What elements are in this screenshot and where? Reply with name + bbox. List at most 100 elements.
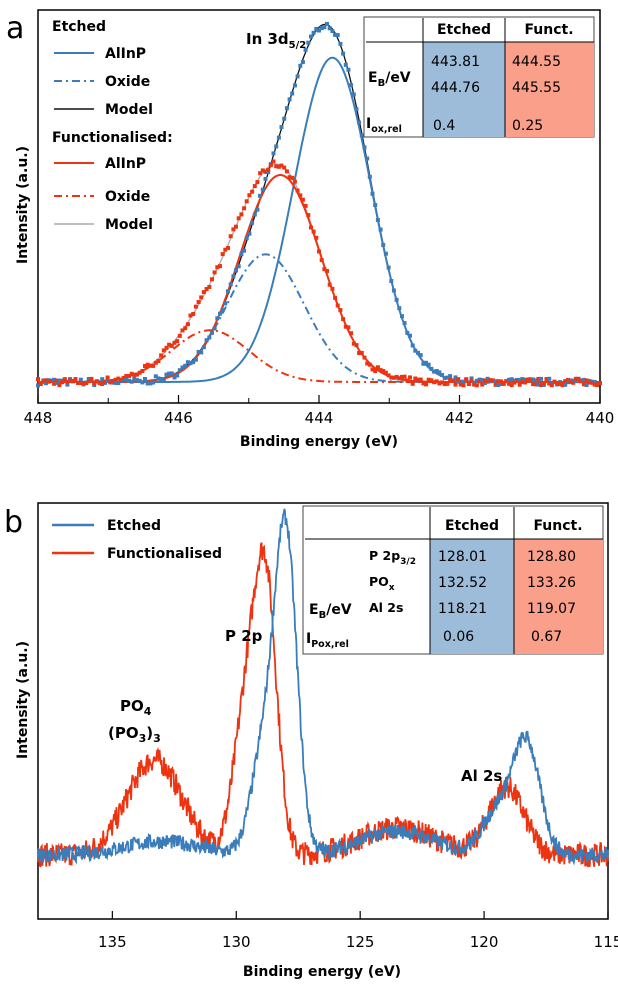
table-b-row-pox: POx bbox=[369, 574, 395, 593]
point-a-etched bbox=[397, 306, 402, 311]
point-a-funct bbox=[499, 379, 503, 384]
point-a-funct bbox=[464, 377, 469, 382]
curve-a-etched-oxide bbox=[38, 253, 600, 383]
point-a-etched bbox=[499, 381, 503, 386]
point-a-etched bbox=[319, 26, 324, 31]
x-tick-label-b-1: 130 bbox=[222, 933, 251, 951]
point-a-funct bbox=[426, 377, 431, 382]
point-a-funct bbox=[177, 333, 182, 338]
point-a-funct bbox=[370, 367, 375, 372]
point-a-etched bbox=[330, 29, 335, 34]
point-a-etched bbox=[338, 41, 343, 46]
point-a-funct bbox=[432, 380, 437, 385]
point-a-etched bbox=[180, 365, 185, 370]
annotation-po4-sub: 4 bbox=[144, 705, 152, 718]
table-b-row-ipox-main: I bbox=[306, 631, 311, 647]
point-a-etched bbox=[292, 83, 297, 88]
table-b-left-eb-sub: B bbox=[319, 610, 327, 621]
point-a-funct bbox=[228, 234, 233, 239]
table-b-row-ipox: IPox,rel bbox=[306, 631, 349, 650]
point-a-funct bbox=[496, 379, 501, 384]
point-a-funct bbox=[429, 378, 434, 383]
curve-a-funct-alinp bbox=[38, 174, 600, 383]
point-a-etched bbox=[212, 326, 217, 331]
x-tick-label-b-0: 135 bbox=[98, 933, 127, 951]
point-a-etched bbox=[54, 380, 59, 385]
panel-letter-b: b bbox=[4, 505, 23, 540]
point-a-funct bbox=[282, 165, 287, 170]
point-a-funct bbox=[135, 372, 139, 377]
point-a-funct bbox=[284, 169, 289, 174]
point-a-funct bbox=[581, 382, 586, 387]
table-b-funct-eb-1: 128.80 bbox=[527, 549, 576, 565]
legend-a-etched-alinp: AlInP bbox=[105, 46, 146, 62]
point-a-funct bbox=[199, 295, 204, 300]
point-a-funct bbox=[458, 382, 463, 387]
point-a-etched bbox=[145, 381, 150, 386]
point-a-funct bbox=[175, 339, 180, 344]
point-a-funct bbox=[338, 308, 343, 313]
point-a-etched bbox=[188, 361, 193, 366]
point-a-etched bbox=[247, 231, 252, 236]
point-a-funct bbox=[448, 377, 453, 382]
table-b-etched-ipox: 0.06 bbox=[443, 629, 474, 645]
point-a-etched bbox=[571, 378, 576, 383]
point-a-funct bbox=[335, 303, 340, 308]
point-a-etched bbox=[204, 338, 209, 343]
point-a-funct bbox=[212, 270, 217, 275]
point-a-funct bbox=[309, 225, 313, 230]
point-a-etched bbox=[437, 370, 442, 375]
point-a-funct bbox=[129, 371, 134, 376]
point-a-funct bbox=[38, 382, 43, 386]
point-a-funct bbox=[84, 381, 89, 386]
point-a-etched bbox=[480, 378, 485, 383]
point-a-etched bbox=[161, 378, 166, 383]
point-a-funct bbox=[555, 381, 560, 386]
point-a-funct bbox=[57, 383, 62, 388]
point-a-etched bbox=[394, 297, 399, 302]
point-a-etched bbox=[185, 360, 190, 365]
point-a-funct bbox=[153, 360, 158, 365]
point-a-etched bbox=[523, 377, 528, 382]
point-a-etched bbox=[164, 372, 169, 377]
point-a-funct bbox=[359, 350, 364, 355]
point-a-funct bbox=[317, 249, 321, 254]
point-a-etched bbox=[44, 381, 48, 386]
point-a-etched bbox=[482, 381, 487, 385]
table-a-etched-iox: 0.4 bbox=[433, 118, 455, 134]
point-a-etched bbox=[156, 376, 161, 381]
table-a-row-iox-sub: ox,rel bbox=[371, 124, 402, 135]
point-a-etched bbox=[418, 353, 423, 358]
point-a-etched bbox=[228, 282, 233, 287]
point-a-funct bbox=[424, 382, 428, 387]
point-a-funct bbox=[472, 382, 477, 387]
point-a-etched bbox=[276, 135, 281, 140]
point-a-etched bbox=[193, 357, 198, 362]
point-a-etched bbox=[496, 383, 501, 388]
legend-b-funct: Functionalised bbox=[107, 546, 222, 562]
peak-label-in3d-main: In 3d bbox=[246, 30, 289, 48]
point-a-funct bbox=[389, 375, 394, 380]
point-a-etched bbox=[303, 47, 308, 52]
point-a-funct bbox=[549, 383, 554, 388]
point-a-funct bbox=[474, 383, 479, 388]
y-axis-title-b: Intensity (a.u.) bbox=[15, 641, 31, 759]
point-a-funct bbox=[383, 370, 388, 375]
point-a-etched bbox=[317, 28, 321, 33]
point-a-etched bbox=[300, 60, 305, 65]
point-a-funct bbox=[343, 324, 348, 329]
point-a-funct bbox=[576, 376, 581, 381]
point-a-etched bbox=[295, 74, 300, 79]
annotation-po3-sub2: 3 bbox=[153, 732, 161, 745]
point-a-funct bbox=[520, 380, 525, 384]
point-a-etched bbox=[547, 376, 552, 381]
point-a-funct bbox=[193, 304, 198, 309]
point-a-funct bbox=[325, 269, 329, 273]
point-a-etched bbox=[351, 92, 356, 97]
point-a-funct bbox=[450, 378, 455, 383]
panel-letter-a: a bbox=[6, 11, 24, 46]
point-a-funct bbox=[405, 378, 410, 383]
table-a-row-iox-main: I bbox=[366, 116, 371, 132]
point-a-funct bbox=[373, 369, 378, 373]
point-a-funct bbox=[509, 383, 514, 388]
